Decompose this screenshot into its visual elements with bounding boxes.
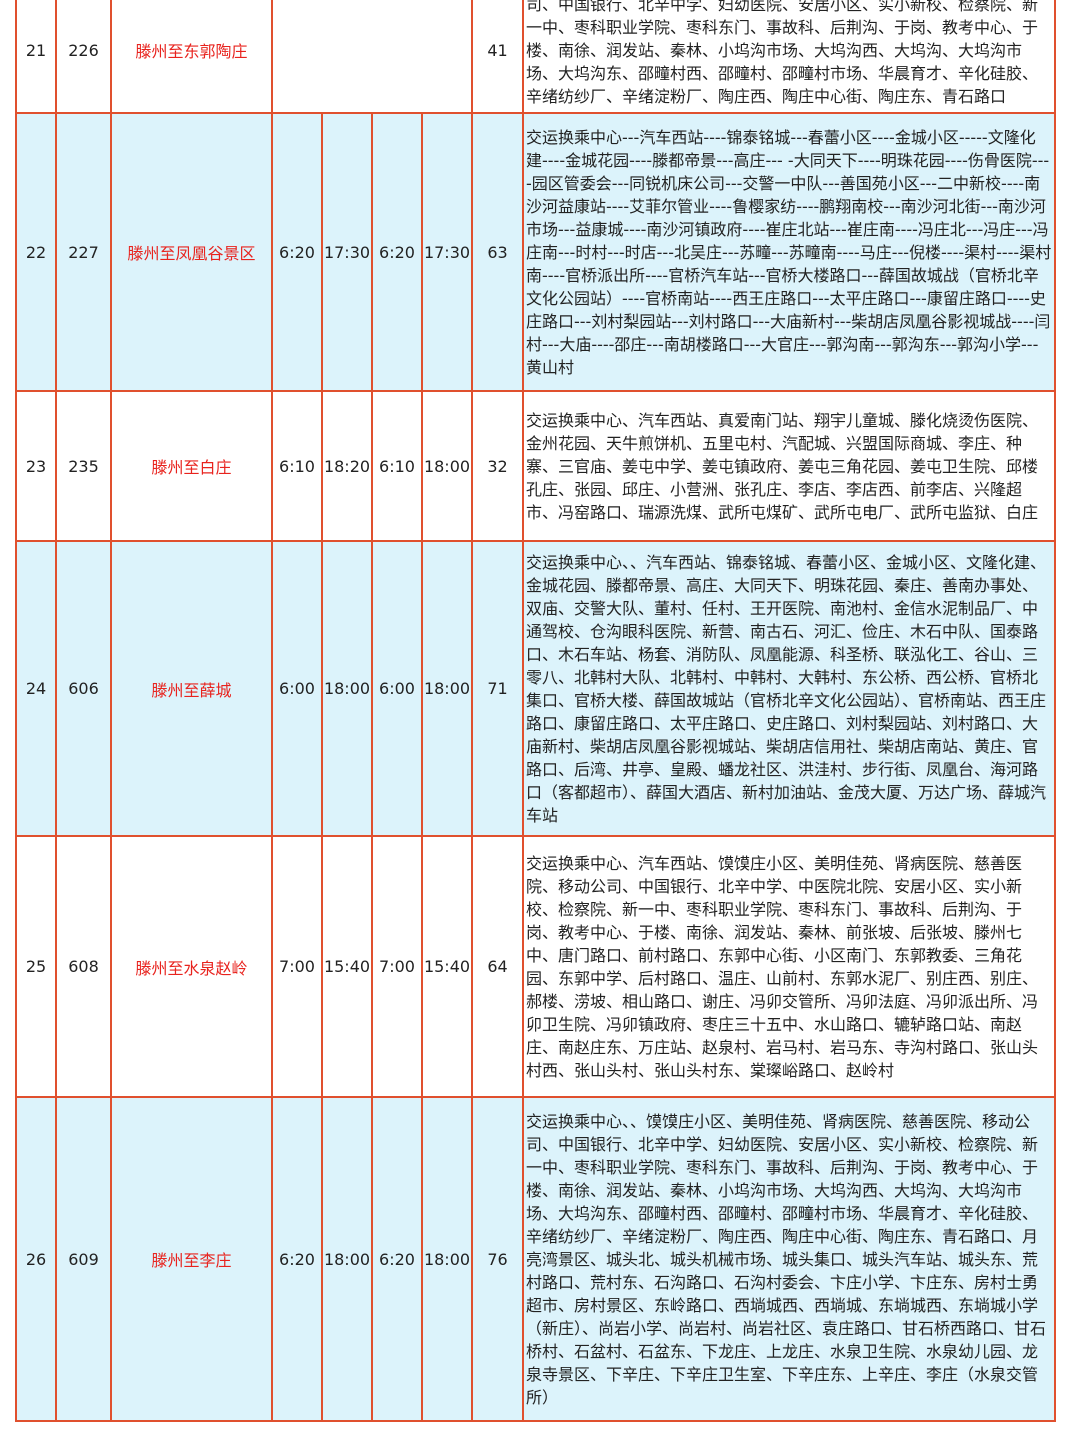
table-row: 24 606 滕州至薛城 6:00 18:00 6:00 18:00 71 交运换乘中心、、汽车… (15, 540, 1056, 837)
table-row: 23 235 滕州至白庄 6:10 18:20 6:10 18:00 32 交运换乘中心、汽车西… (15, 390, 1056, 542)
first-departure-cell: 7:00 (271, 835, 323, 1098)
route-number-cell: 606 (55, 540, 112, 837)
stop-count-cell: 76 (471, 1096, 524, 1422)
return-last-departure-cell: 18:00 (421, 390, 473, 542)
table-row: 22 227 滕州至凤凰谷景区 6:20 17:30 6:20 17:30 63 交运换乘中心-… (15, 112, 1056, 392)
stop-count-cell: 64 (471, 835, 524, 1098)
last-departure-cell: 18:00 (321, 540, 373, 837)
route-name-cell: 滕州至东郭陶庄 (110, 0, 273, 114)
stops-list-cell: 交运换乘中心---汽车西站----锦泰铭城---春蕾小区----金城小区----… (522, 112, 1056, 392)
first-departure-cell: 6:20 (271, 1096, 323, 1422)
route-number-cell: 608 (55, 835, 112, 1098)
return-last-departure-cell: 17:30 (421, 112, 473, 392)
return-first-departure-cell: 6:10 (371, 390, 423, 542)
table-row: 26 609 滕州至李庄 6:20 18:00 6:20 18:00 76 交运换乘中心、、馍馍… (15, 1096, 1056, 1422)
return-first-departure-cell: 6:20 (371, 112, 423, 392)
return-last-departure-cell: 18:00 (421, 1096, 473, 1422)
route-name-cell: 滕州至水泉赵岭 (110, 835, 273, 1098)
table-row: 21 226 滕州至东郭陶庄 41 司、中国银行、北辛中学、妇幼医院、安居小区、实小新校… (15, 0, 1056, 114)
stops-list-cell: 交运换乘中心、、汽车西站、锦泰铭城、春蕾小区、金城小区、文隆化建、金城花园、滕都… (522, 540, 1056, 837)
return-last-departure-cell: 15:40 (421, 835, 473, 1098)
first-departure-cell: 6:20 (271, 112, 323, 392)
stops-list-cell: 交运换乘中心、汽车西站、馍馍庄小区、美明佳苑、肾病医院、慈善医院、移动公司、中国… (522, 835, 1056, 1098)
schedule-times-cell (271, 0, 473, 114)
route-number-cell: 227 (55, 112, 112, 392)
row-number-cell: 21 (15, 0, 57, 114)
stop-count-cell: 32 (471, 390, 524, 542)
row-number-cell: 24 (15, 540, 57, 837)
row-number-cell: 23 (15, 390, 57, 542)
row-number-cell: 22 (15, 112, 57, 392)
route-name-cell: 滕州至白庄 (110, 390, 273, 542)
stops-list-cell: 交运换乘中心、、馍馍庄小区、美明佳苑、肾病医院、慈善医院、移动公司、中国银行、北… (522, 1096, 1056, 1422)
last-departure-cell: 17:30 (321, 112, 373, 392)
route-name-cell: 滕州至薛城 (110, 540, 273, 837)
return-first-departure-cell: 6:00 (371, 540, 423, 837)
return-first-departure-cell: 6:20 (371, 1096, 423, 1422)
row-number-cell: 26 (15, 1096, 57, 1422)
return-first-departure-cell: 7:00 (371, 835, 423, 1098)
stops-list-cell: 交运换乘中心、汽车西站、真爱南门站、翔宇儿童城、滕化烧烫伤医院、金州花园、天牛煎… (522, 390, 1056, 542)
bus-route-table: 21 226 滕州至东郭陶庄 41 司、中国银行、北辛中学、妇幼医院、安居小区、实小新校… (15, 0, 1056, 1422)
route-number-cell: 609 (55, 1096, 112, 1422)
stop-count-cell: 71 (471, 540, 524, 837)
stop-count-cell: 41 (471, 0, 524, 114)
route-number-cell: 226 (55, 0, 112, 114)
route-name-cell: 滕州至李庄 (110, 1096, 273, 1422)
first-departure-cell: 6:00 (271, 540, 323, 837)
first-departure-cell: 6:10 (271, 390, 323, 542)
last-departure-cell: 15:40 (321, 835, 373, 1098)
table-row: 25 608 滕州至水泉赵岭 7:00 15:40 7:00 15:40 64 交运换乘中心、汽… (15, 835, 1056, 1098)
route-name-cell: 滕州至凤凰谷景区 (110, 112, 273, 392)
stops-list-cell: 司、中国银行、北辛中学、妇幼医院、安居小区、实小新校、检察院、新一中、枣科职业学… (522, 0, 1056, 114)
route-number-cell: 235 (55, 390, 112, 542)
row-number-cell: 25 (15, 835, 57, 1098)
last-departure-cell: 18:20 (321, 390, 373, 542)
stop-count-cell: 63 (471, 112, 524, 392)
return-last-departure-cell: 18:00 (421, 540, 473, 837)
last-departure-cell: 18:00 (321, 1096, 373, 1422)
